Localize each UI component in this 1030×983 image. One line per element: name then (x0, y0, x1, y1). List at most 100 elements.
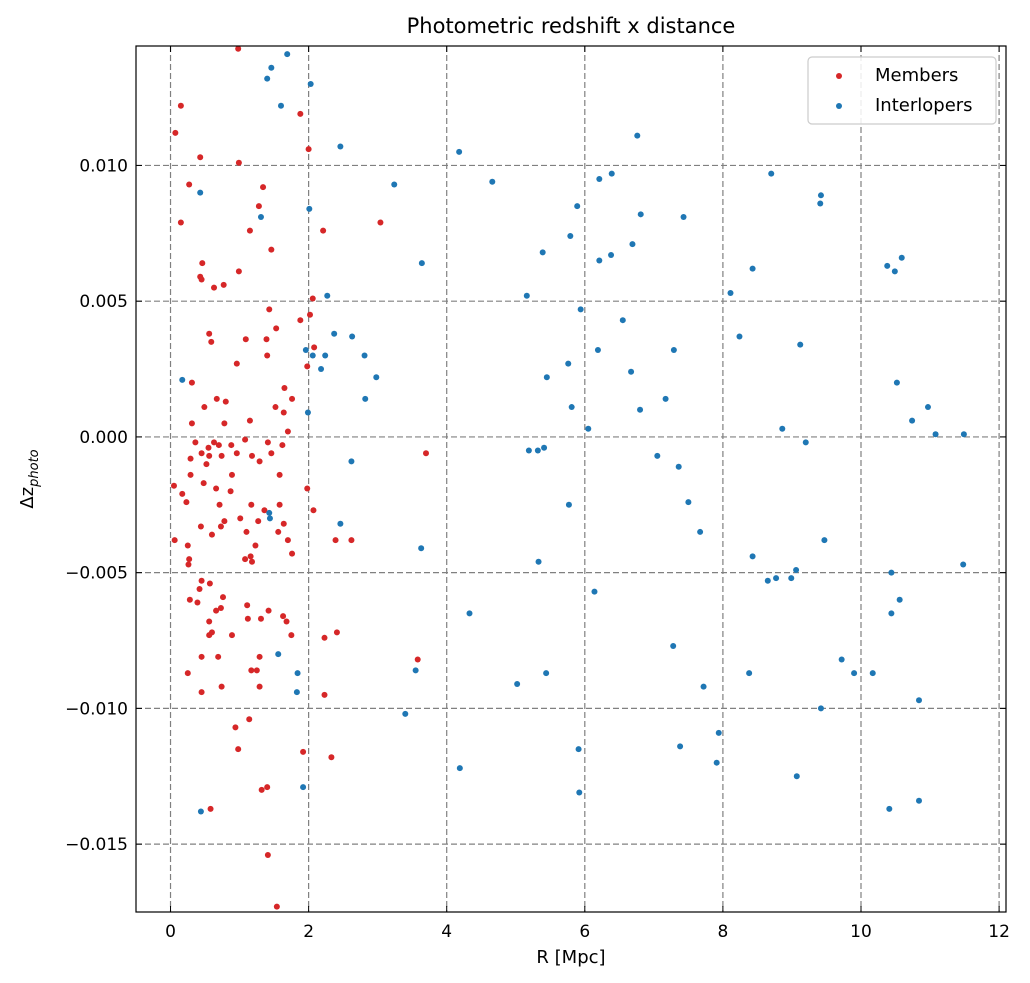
data-point-interlopers (348, 458, 355, 465)
data-point-interlopers (324, 292, 331, 299)
data-point-members (221, 420, 228, 427)
data-point-members (266, 306, 273, 313)
data-point-interlopers (565, 501, 572, 508)
data-point-members (348, 537, 355, 544)
data-point-members (171, 537, 178, 544)
data-point-interlopers (309, 352, 316, 359)
data-point-members (273, 903, 280, 910)
data-point-members (332, 537, 339, 544)
data-point-interlopers (596, 176, 603, 183)
data-point-members (263, 336, 270, 343)
data-point-interlopers (489, 178, 496, 185)
data-point-interlopers (677, 743, 684, 750)
data-point-members (281, 385, 288, 392)
y-axis-label-sub: photo (27, 449, 42, 488)
data-point-members (228, 471, 235, 478)
data-point-interlopers (736, 333, 743, 340)
axis-ticks (136, 46, 1006, 912)
data-point-members (268, 246, 275, 253)
data-point-members (242, 556, 249, 563)
data-point-members (255, 518, 262, 525)
data-point-members (198, 276, 205, 283)
data-point-members (218, 683, 225, 690)
data-point-members (307, 311, 313, 318)
data-point-interlopers (466, 610, 473, 617)
data-point-interlopers (349, 333, 356, 340)
data-point-members (185, 561, 192, 568)
data-point-members (304, 363, 311, 370)
data-point-members (177, 102, 184, 109)
data-point-members (377, 219, 384, 226)
data-point-members (256, 458, 263, 465)
data-point-interlopers (577, 306, 584, 313)
data-point-members (197, 154, 204, 161)
data-point-members (283, 618, 290, 625)
data-point-interlopers (543, 374, 550, 381)
data-point-interlopers (306, 205, 313, 212)
data-point-interlopers (916, 697, 922, 704)
data-point-interlopers (594, 347, 601, 354)
data-point-interlopers (654, 452, 661, 459)
data-point-members (199, 260, 206, 267)
data-point-interlopers (797, 341, 804, 348)
data-point-members (228, 442, 235, 449)
data-point-members (279, 442, 286, 449)
data-point-members (253, 667, 260, 674)
data-point-members (244, 602, 251, 609)
data-point-interlopers (418, 545, 425, 552)
data-point-interlopers (749, 265, 756, 272)
data-point-members (235, 746, 242, 753)
data-point-interlopers (697, 528, 704, 535)
data-point-interlopers (779, 425, 786, 432)
data-point-interlopers (543, 670, 550, 677)
data-point-interlopers (685, 499, 692, 506)
data-point-interlopers (268, 64, 275, 71)
y-tick-label: −0.005 (65, 564, 128, 584)
data-point-members (235, 159, 242, 166)
data-point-members (321, 691, 328, 698)
y-tick-label: −0.010 (65, 699, 128, 719)
data-point-members (309, 295, 316, 302)
data-point-members (321, 634, 328, 641)
data-point-interlopers (773, 575, 780, 582)
data-point-members (333, 629, 340, 636)
data-point-members (265, 607, 272, 614)
data-point-interlopers (670, 642, 677, 649)
data-point-members (201, 404, 208, 411)
data-point-members (221, 518, 228, 525)
data-point-interlopers (898, 254, 905, 261)
data-point-interlopers (585, 425, 592, 432)
x-tick-label: 8 (717, 922, 728, 942)
data-point-interlopers (888, 610, 895, 617)
data-point-members (289, 395, 296, 402)
data-point-members (213, 607, 220, 614)
data-point-members (310, 507, 317, 514)
data-point-members (258, 786, 265, 793)
data-point-members (200, 480, 207, 487)
data-point-interlopers (361, 352, 368, 359)
data-point-members (328, 754, 335, 761)
data-point-interlopers (893, 379, 900, 386)
data-point-interlopers (869, 670, 876, 677)
data-point-interlopers (713, 759, 720, 766)
data-point-interlopers (294, 670, 301, 677)
data-point-members (198, 577, 205, 584)
data-point-interlopers (793, 773, 800, 780)
x-tick-label: 6 (579, 922, 590, 942)
data-point-members (194, 599, 201, 606)
data-point-members (244, 615, 251, 622)
data-point-members (216, 501, 223, 508)
data-point-members (183, 499, 190, 506)
data-point-interlopers (304, 409, 311, 416)
data-point-interlopers (916, 797, 922, 804)
data-point-interlopers (318, 366, 325, 373)
data-point-members (198, 653, 205, 660)
data-point-members (300, 748, 307, 755)
data-point-members (256, 653, 263, 660)
x-tick-label: 10 (850, 922, 872, 942)
data-point-members (206, 330, 213, 337)
data-point-members (242, 436, 249, 443)
data-point-members (242, 336, 249, 343)
data-point-members (172, 129, 179, 136)
